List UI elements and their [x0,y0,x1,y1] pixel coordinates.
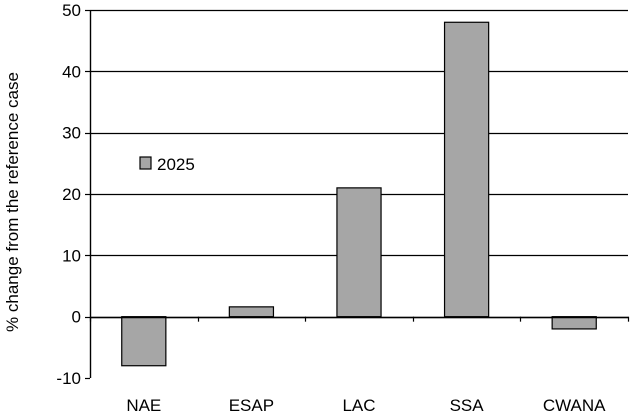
category-label-nae: NAE [126,396,161,415]
category-label-cwana: CWANA [543,396,606,415]
bars [121,21,597,367]
y-tick-label-0: 0 [72,308,81,327]
y-axis-label: % change from the reference case [3,72,22,332]
y-tick-label--10: -10 [56,369,81,388]
bar-ssa [443,21,490,318]
y-tick-labels: -10 0 10 20 30 40 50 [56,1,81,388]
bar-cwana [551,316,597,330]
legend: 2025 [139,155,195,174]
bar-esap [228,306,275,318]
category-label-esap: ESAP [229,396,274,415]
y-tick-label-20: 20 [62,185,81,204]
bar-nae [121,316,167,367]
axes [85,9,630,380]
category-label-lac: LAC [342,396,375,415]
legend-swatch-2025 [139,156,152,170]
legend-label-2025: 2025 [157,155,195,174]
y-tick-label-30: 30 [62,124,81,143]
category-labels: NAE ESAP LAC SSA CWANA [126,396,606,415]
y-tick-label-10: 10 [62,246,81,265]
y-tick-label-50: 50 [62,1,81,20]
y-tick-label-40: 40 [62,62,81,81]
category-label-ssa: SSA [450,396,485,415]
bar-lac [336,187,382,318]
